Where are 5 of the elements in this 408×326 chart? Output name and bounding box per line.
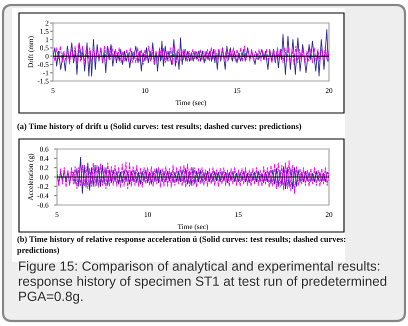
- text: (a) Time history of drift u (Solid curves: test results; dashed curves: predictions): [17, 123, 302, 131]
- caption: Figure 15: Comparison of analytical and experimental results: response history of specimen ST1 at test run of predetermined PGA=0.8g.: [18, 261, 386, 304]
- line-series: [53, 44, 329, 65]
- line-series: [53, 29, 329, 76]
- text: (b) Time history of relative response acceleration ü (Solid curves: test results; dashed curves: predictions): [17, 236, 346, 255]
